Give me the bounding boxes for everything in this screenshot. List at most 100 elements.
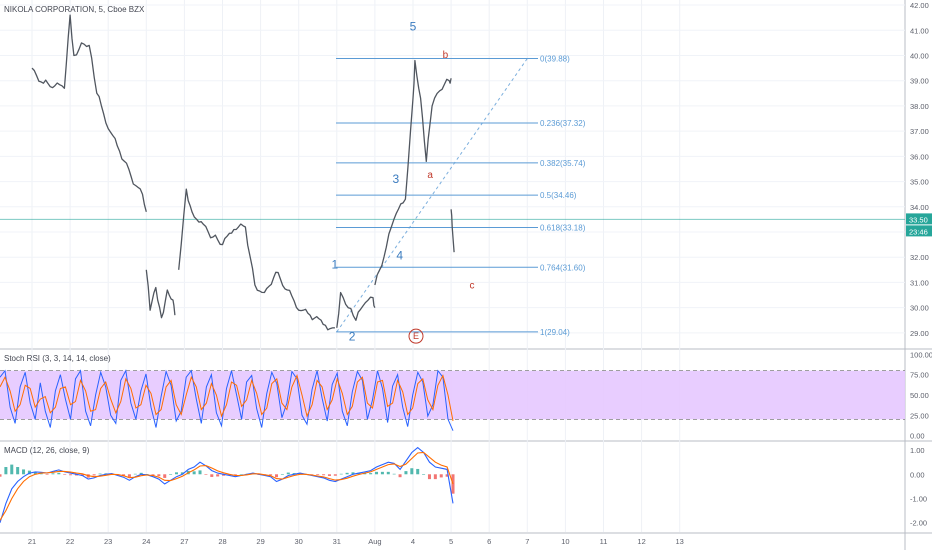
price-axis: 42.00 41.00 40.00 39.00 38.00 37.00 36.00 35.00… (906, 1, 932, 338)
macd-histogram-bar (92, 474, 96, 476)
chart-title: NIKOLA CORPORATION, 5, Cboe BZX (4, 5, 145, 14)
macd-histogram-bar (216, 474, 220, 477)
macd-histogram-bar (10, 464, 14, 475)
stoch-rsi-pane: Stoch RSI (3, 3, 14, 14, close) 100.00 75.… (0, 350, 932, 441)
price-segment (374, 59, 452, 286)
price-segment (178, 188, 335, 331)
current-price-label: 33.50 (909, 215, 928, 224)
fib-level-label: 0.5(34.46) (540, 191, 577, 200)
time-tick-label: 28 (218, 537, 226, 546)
price-tick-label: 41.00 (910, 26, 929, 35)
macd-histogram-bar (239, 474, 243, 475)
macd-histogram-bar (227, 474, 231, 476)
fib-level-label: 0.382(35.74) (540, 159, 586, 168)
macd-histogram-bar (280, 474, 284, 475)
macd-histogram-bar (427, 474, 431, 480)
macd-histogram-bar (363, 473, 367, 475)
macd-histogram-bar (445, 474, 449, 477)
macd-histogram-bar (122, 474, 126, 476)
fib-level-label: 1(29.04) (540, 328, 570, 337)
macd-histogram-bar (210, 474, 214, 477)
current-price-secondary-label: 23:46 (909, 227, 928, 236)
macd-histogram-bar (298, 473, 302, 475)
macd-histogram-bar (386, 471, 390, 475)
price-tick-label: 40.00 (910, 51, 929, 60)
macd-line (0, 446, 454, 523)
time-tick-label: 13 (676, 537, 684, 546)
time-tick-label: 6 (487, 537, 491, 546)
macd-histogram-bar (0, 474, 2, 477)
price-tick-label: 37.00 (910, 127, 929, 136)
price-pane: 0(39.88) 0.236(37.32) 0.382(35.74) 0.5(34.4… (0, 1, 932, 344)
fib-level-label: 0.236(37.32) (540, 119, 586, 128)
price-tick-label: 30.00 (910, 304, 929, 313)
time-tick-label: 31 (333, 537, 341, 546)
macd-histogram-bar (422, 474, 426, 475)
fib-trendline (336, 58, 528, 333)
time-tick-label: 5 (449, 537, 453, 546)
macd-histogram-bar (233, 474, 237, 476)
price-tick-label: 29.00 (910, 329, 929, 338)
macd-histogram-bar (275, 474, 279, 478)
time-tick-label: 30 (295, 537, 303, 546)
fib-retracement: 0(39.88) 0.236(37.32) 0.382(35.74) 0.5(34.4… (336, 55, 586, 337)
macd-histogram-bar (416, 468, 420, 475)
price-tick-label: 35.00 (910, 178, 929, 187)
macd-histogram-bar (292, 473, 296, 475)
wave-label: E (413, 331, 419, 341)
wave-label: 2 (349, 329, 356, 343)
macd-tick-label: -2.00 (910, 519, 927, 528)
price-tick-label: 39.00 (910, 77, 929, 86)
wave-label-circle (408, 328, 424, 344)
macd-histogram-bar (222, 474, 226, 476)
macd-histogram-bar (39, 473, 43, 475)
price-segment (31, 14, 147, 212)
macd-histogram-bar (4, 467, 8, 475)
macd-histogram-bar (392, 473, 396, 475)
stoch-tick-label: 100.00 (910, 350, 932, 359)
time-tick-label: 27 (180, 537, 188, 546)
fib-level-label: 0.764(31.60) (540, 263, 586, 272)
price-tick-label: 36.00 (910, 152, 929, 161)
wave-label: a (427, 170, 433, 181)
macd-histogram-bar (351, 472, 355, 475)
time-tick-label: 23 (104, 537, 112, 546)
current-price-badge-secondary (906, 225, 932, 237)
signal-line (0, 451, 454, 521)
time-tick-label: 29 (256, 537, 264, 546)
current-price-badge (906, 213, 932, 225)
macd-histogram-bar (139, 472, 143, 475)
stoch-d-line (0, 373, 454, 422)
fib-level-label: 0.618(33.18) (540, 223, 586, 232)
macd-histogram-bar (286, 472, 290, 475)
macd-histogram-bar (198, 470, 202, 475)
elliott-wave-labels: 1 2 3 4 5 a b c E (332, 19, 475, 344)
macd-histogram-bar (204, 474, 208, 475)
macd-histogram-bar (398, 474, 402, 478)
macd-histogram-bar (133, 473, 137, 475)
macd-histogram-bar (433, 474, 437, 480)
time-axis: 21 22 23 24 27 28 29 30 31 Aug 4 5 6 7 10 11 12 13 (28, 537, 684, 546)
time-tick-label: 11 (600, 537, 608, 546)
stoch-tick-label: 0.00 (910, 432, 925, 441)
macd-histogram-bar (163, 474, 167, 478)
macd-histogram-bar (98, 473, 102, 475)
macd-histogram-bar (327, 474, 331, 476)
time-tick-label: 21 (28, 537, 36, 546)
price-tick-label: 38.00 (910, 102, 929, 111)
macd-histogram-bar (345, 472, 349, 475)
macd-histogram-bar (51, 473, 55, 475)
wave-label: 3 (393, 172, 400, 186)
macd-tick-label: 1.00 (910, 446, 925, 455)
wave-label: b (443, 50, 449, 61)
wave-label: 4 (396, 249, 403, 263)
stoch-tick-label: 25.00 (910, 411, 929, 420)
macd-histogram-bar (404, 471, 408, 475)
macd-tick-label: 0.00 (910, 470, 925, 479)
stoch-tick-label: 50.00 (910, 391, 929, 400)
macd-histogram-bar (375, 471, 379, 475)
macd-pane: MACD (12, 26, close, 9) 1.00 0.00 -1.00 -2.0… (0, 446, 927, 528)
